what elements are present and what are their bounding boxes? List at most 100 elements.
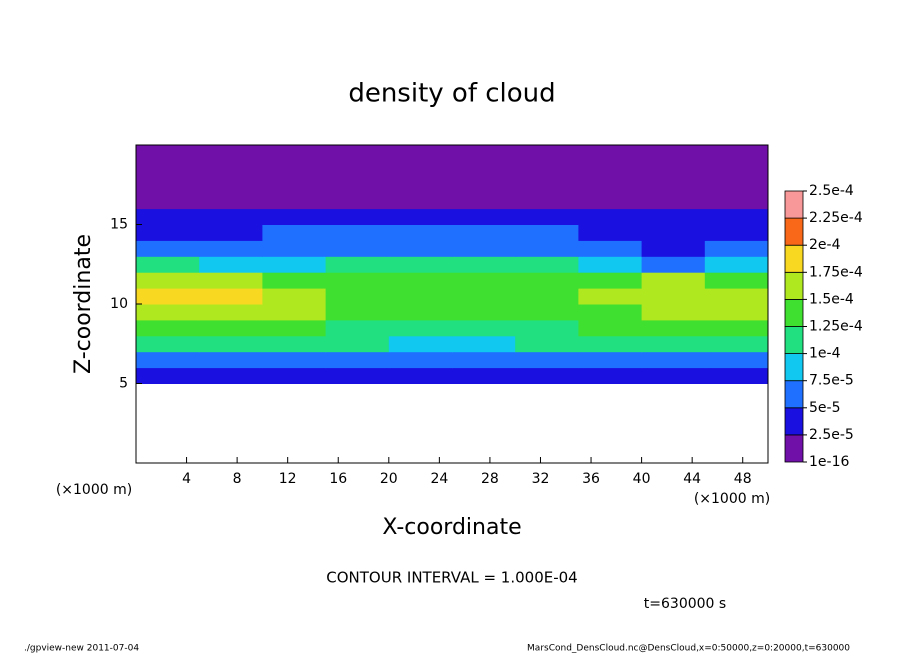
cell: [704, 319, 769, 337]
cell: [199, 319, 263, 337]
cell: [388, 208, 453, 225]
annotation: CONTOUR INTERVAL = 1.000E-04: [326, 569, 577, 587]
colorbar-label: 1e-16: [809, 454, 849, 470]
cell: [578, 145, 643, 162]
colorbar-box: [784, 271, 804, 300]
cell: [704, 288, 769, 305]
cell: [515, 319, 579, 337]
cell: [704, 160, 769, 178]
cell: [325, 145, 390, 162]
x-axis-label: X-coordinate: [382, 515, 521, 540]
cell: [641, 240, 706, 257]
cell: [704, 192, 769, 210]
cell: [641, 335, 706, 353]
cell: [515, 288, 579, 305]
colorbar-label: 1e-4: [809, 346, 841, 362]
cell: [578, 160, 643, 178]
cell: [388, 160, 453, 178]
cell: [641, 304, 706, 321]
cell: [704, 176, 769, 194]
colorbar-label: 2.5e-4: [809, 183, 854, 199]
cell: [515, 176, 579, 194]
x-tick-label: 24: [430, 471, 448, 487]
footer-left: ./gpview-new 2011-07-04: [24, 644, 139, 654]
x-tick-label: 44: [683, 471, 701, 487]
cell: [578, 335, 643, 353]
cell: [388, 176, 453, 194]
cell: [325, 304, 390, 321]
cell: [452, 335, 516, 353]
cell: [515, 304, 579, 321]
cell: [199, 240, 263, 257]
cell: [262, 145, 327, 162]
cell: [704, 240, 769, 257]
cell: [578, 208, 643, 225]
x-tick-label: 28: [481, 471, 499, 487]
colorbar-box: [784, 244, 804, 273]
cell: [641, 319, 706, 337]
cell: [388, 335, 453, 353]
y-tick-label: 15: [110, 217, 128, 233]
colorbar-label: 7.5e-5: [809, 373, 854, 389]
cell: [641, 224, 706, 241]
cell: [641, 208, 706, 225]
cell: [515, 145, 579, 162]
cell: [325, 351, 390, 369]
cell: [262, 256, 327, 273]
cell: [515, 160, 579, 178]
cell: [262, 192, 327, 210]
cell: [136, 256, 200, 273]
cell: [325, 192, 390, 210]
cell: [136, 335, 200, 353]
cell: [325, 272, 390, 289]
cell: [262, 288, 327, 305]
time-label: t=630000 s: [644, 596, 726, 612]
cell: [388, 367, 453, 384]
cell: [136, 272, 200, 289]
colorbar-box: [784, 407, 804, 436]
cell: [199, 367, 263, 384]
cell: [136, 192, 200, 210]
y-tick-label: 5: [119, 376, 128, 392]
colorbar-box: [784, 190, 804, 219]
cell: [199, 288, 263, 305]
cell: [325, 208, 390, 225]
cell: [262, 367, 327, 384]
cell: [388, 304, 453, 321]
x-tick-label: 20: [380, 471, 398, 487]
cell: [136, 145, 200, 162]
cell: [388, 288, 453, 305]
cell: [641, 176, 706, 194]
cell: [325, 240, 390, 257]
cell: [578, 319, 643, 337]
cell: [452, 208, 516, 225]
x-tick-label: 32: [532, 471, 550, 487]
cell: [262, 208, 327, 225]
cell: [325, 335, 390, 353]
cell: [199, 351, 263, 369]
colorbar-label: 1.75e-4: [809, 264, 863, 280]
cell: [641, 272, 706, 289]
cell: [578, 367, 643, 384]
cell: [704, 367, 769, 384]
colorbar-label: 1.25e-4: [809, 319, 863, 335]
colorbar-label: 2.5e-5: [809, 427, 854, 443]
cell: [388, 145, 453, 162]
cell: [136, 351, 200, 369]
cell: [262, 304, 327, 321]
cell: [452, 160, 516, 178]
cell: [136, 240, 200, 257]
cell: [199, 145, 263, 162]
cell: [262, 176, 327, 194]
cell: [262, 319, 327, 337]
cell: [578, 192, 643, 210]
cell: [641, 145, 706, 162]
cell: [578, 224, 643, 241]
cell: [578, 256, 643, 273]
cell: [136, 176, 200, 194]
cell: [704, 351, 769, 369]
cell: [452, 367, 516, 384]
cell: [452, 304, 516, 321]
cell: [388, 319, 453, 337]
chart-title: density of cloud: [348, 79, 555, 109]
